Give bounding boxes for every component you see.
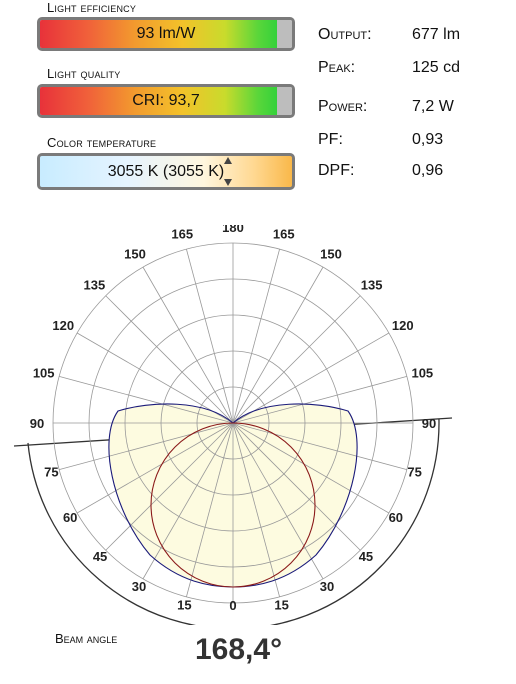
grid-radial-line	[105, 422, 234, 551]
polar-tick-label: 60	[389, 510, 403, 525]
dpf-value: 0,96	[412, 162, 444, 179]
grid-radial-line	[76, 422, 234, 514]
grid-radial-line	[186, 249, 234, 424]
grid-radial-line	[59, 376, 234, 424]
light-quality-fill	[40, 87, 277, 115]
dpf-key: DPF:	[318, 162, 355, 179]
polar-tick-label: 90	[422, 416, 436, 431]
polar-grid	[52, 242, 414, 604]
polar-tick-label: 60	[63, 510, 77, 525]
polar-tick-label: 30	[132, 579, 146, 594]
polar-tick-label: 0	[229, 598, 236, 613]
grid-radial-line	[232, 422, 280, 597]
light-efficiency-fill	[40, 20, 277, 48]
polar-tick-label: 135	[361, 277, 383, 292]
polar-tick-label: 75	[407, 465, 421, 480]
light-efficiency-remainder	[276, 20, 292, 48]
polar-tick-label: 165	[273, 227, 295, 242]
polar-tick-label: 135	[84, 277, 106, 292]
grid-radial-line	[59, 422, 234, 470]
grid-radial-line	[232, 422, 324, 580]
polar-tick-label: 120	[392, 318, 414, 333]
grid-radial-line	[232, 266, 324, 424]
grid-radial-line	[232, 295, 361, 424]
light-quality-remainder	[276, 87, 292, 115]
pf-key: PF:	[318, 131, 343, 148]
polar-tick-label: 15	[274, 598, 288, 613]
polar-tick-label: 165	[171, 227, 193, 242]
grid-radial-line	[76, 332, 234, 424]
polar-tick-label: 30	[320, 579, 334, 594]
polar-tick-label: 120	[52, 318, 74, 333]
light-efficiency-bar: 93 lm/W	[37, 17, 295, 51]
polar-tick-label: 105	[33, 365, 55, 380]
light-quality-value: CRI: 93,7	[132, 92, 200, 109]
grid-radial-line	[186, 422, 234, 597]
light-quality-label: Light quality	[47, 66, 121, 81]
color-temperature-control[interactable]: 3055 K (3055 K)	[37, 153, 295, 190]
decrease-arrow-icon[interactable]	[224, 179, 232, 186]
grid-radial-line	[232, 422, 407, 470]
power-value: 7,2 W	[412, 98, 454, 115]
grid-radial-line	[142, 422, 234, 580]
grid-radial-line	[232, 422, 390, 514]
polar-tick-label: 150	[124, 246, 146, 261]
pf-value: 0,93	[412, 131, 444, 148]
polar-tick-label: 105	[411, 365, 433, 380]
polar-tick-label: 45	[93, 549, 107, 564]
grid-radial-line	[105, 295, 234, 424]
outer-frame-arc	[27, 418, 440, 625]
curve-c0	[150, 422, 316, 588]
grid-radial-line	[232, 249, 280, 424]
color-temperature-value: 3055 K (3055 K)	[107, 162, 225, 180]
beam-angle-label: Beam angle	[55, 631, 118, 646]
output-key: Output:	[318, 26, 372, 43]
color-temperature-spinner[interactable]	[224, 156, 234, 187]
light-quality-bar: CRI: 93,7	[37, 84, 295, 118]
grid-radial-line	[232, 332, 390, 424]
peak-value: 125 cd	[412, 59, 461, 76]
polar-tick-label: 150	[320, 246, 342, 261]
light-efficiency-label: Light efficiency	[47, 0, 137, 15]
output-value: 677 lm	[412, 26, 461, 43]
light-efficiency-value: 93 lm/W	[136, 25, 196, 42]
polar-tick-label: 180	[222, 225, 244, 235]
color-temperature-label: Color temperature	[47, 135, 157, 150]
grid-radial-line	[232, 376, 407, 424]
polar-tick-label: 15	[177, 598, 191, 613]
grid-radial-line	[142, 266, 234, 424]
polar-tick-label: 45	[359, 549, 373, 564]
polar-curves	[108, 403, 358, 588]
peak-key: Peak:	[318, 59, 356, 76]
beam-angle-value: 168,4°	[195, 633, 283, 666]
polar-tick-label: 90	[30, 416, 44, 431]
increase-arrow-icon[interactable]	[224, 157, 232, 164]
polar-tick-label: 75	[44, 465, 58, 480]
grid-radial-line	[232, 422, 361, 551]
power-key: Power:	[318, 98, 368, 115]
